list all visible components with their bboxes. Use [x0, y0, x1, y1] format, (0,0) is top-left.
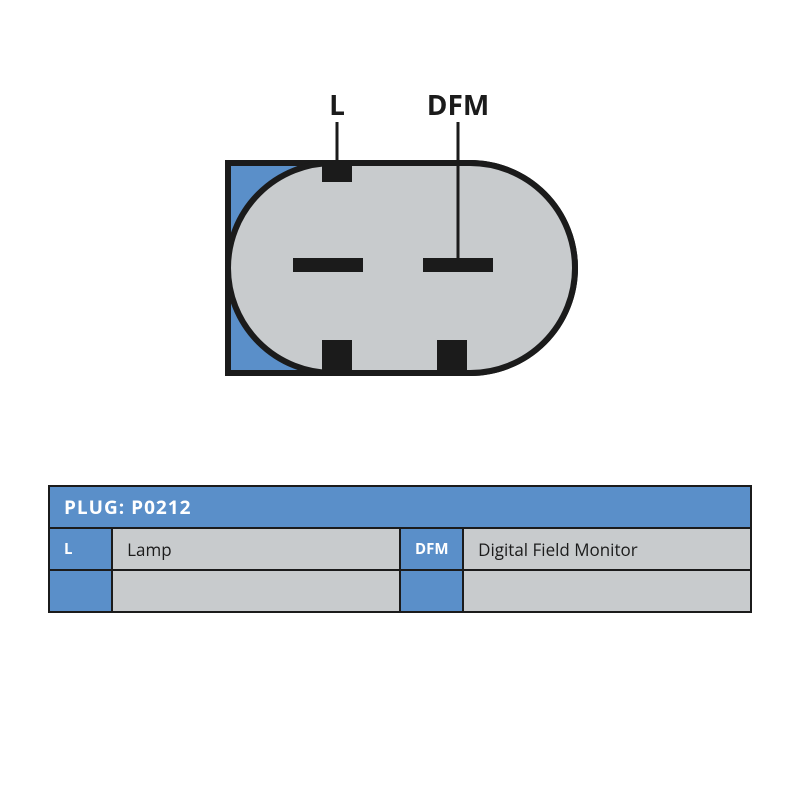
pin-slot-right: [423, 258, 493, 272]
abbr-cell: [400, 570, 463, 612]
tab-bottom-left: [322, 340, 352, 370]
pin-slot-left: [293, 258, 363, 272]
tab-bottom-right: [437, 340, 467, 370]
desc-cell: Digital Field Monitor: [463, 528, 751, 570]
table-row: L Lamp DFM Digital Field Monitor: [49, 528, 751, 570]
pin-label-l: L: [312, 86, 362, 124]
plug-table: PLUG: P0212 L Lamp DFM Digital Field Mon…: [48, 485, 752, 613]
abbr-cell: [49, 570, 112, 612]
key-tab-top: [322, 160, 352, 182]
abbr-cell: L: [49, 528, 112, 570]
connector-svg: [0, 0, 800, 470]
plug-table-element: PLUG: P0212 L Lamp DFM Digital Field Mon…: [48, 485, 752, 613]
abbr-cell: DFM: [400, 528, 463, 570]
pin-label-dfm: DFM: [408, 86, 508, 124]
connector-diagram: L DFM: [0, 0, 800, 470]
connector-body: [228, 163, 575, 373]
desc-cell: [112, 570, 400, 612]
desc-cell: [463, 570, 751, 612]
table-title: PLUG: P0212: [49, 486, 751, 528]
table-row: [49, 570, 751, 612]
table-header-row: PLUG: P0212: [49, 486, 751, 528]
desc-cell: Lamp: [112, 528, 400, 570]
